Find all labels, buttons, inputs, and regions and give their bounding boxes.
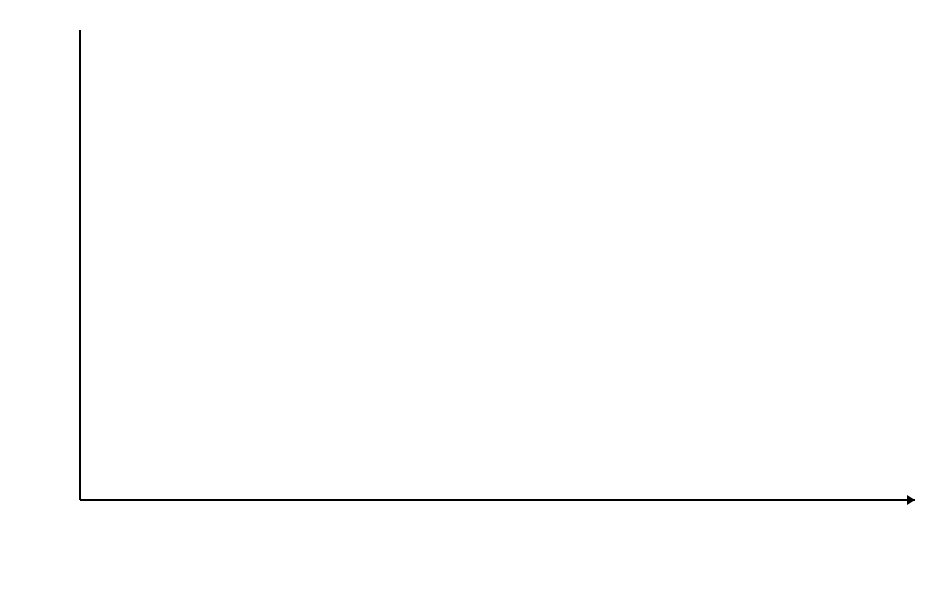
chart-svg bbox=[0, 0, 934, 593]
chart-bg bbox=[0, 0, 934, 593]
chart-container bbox=[0, 0, 934, 593]
